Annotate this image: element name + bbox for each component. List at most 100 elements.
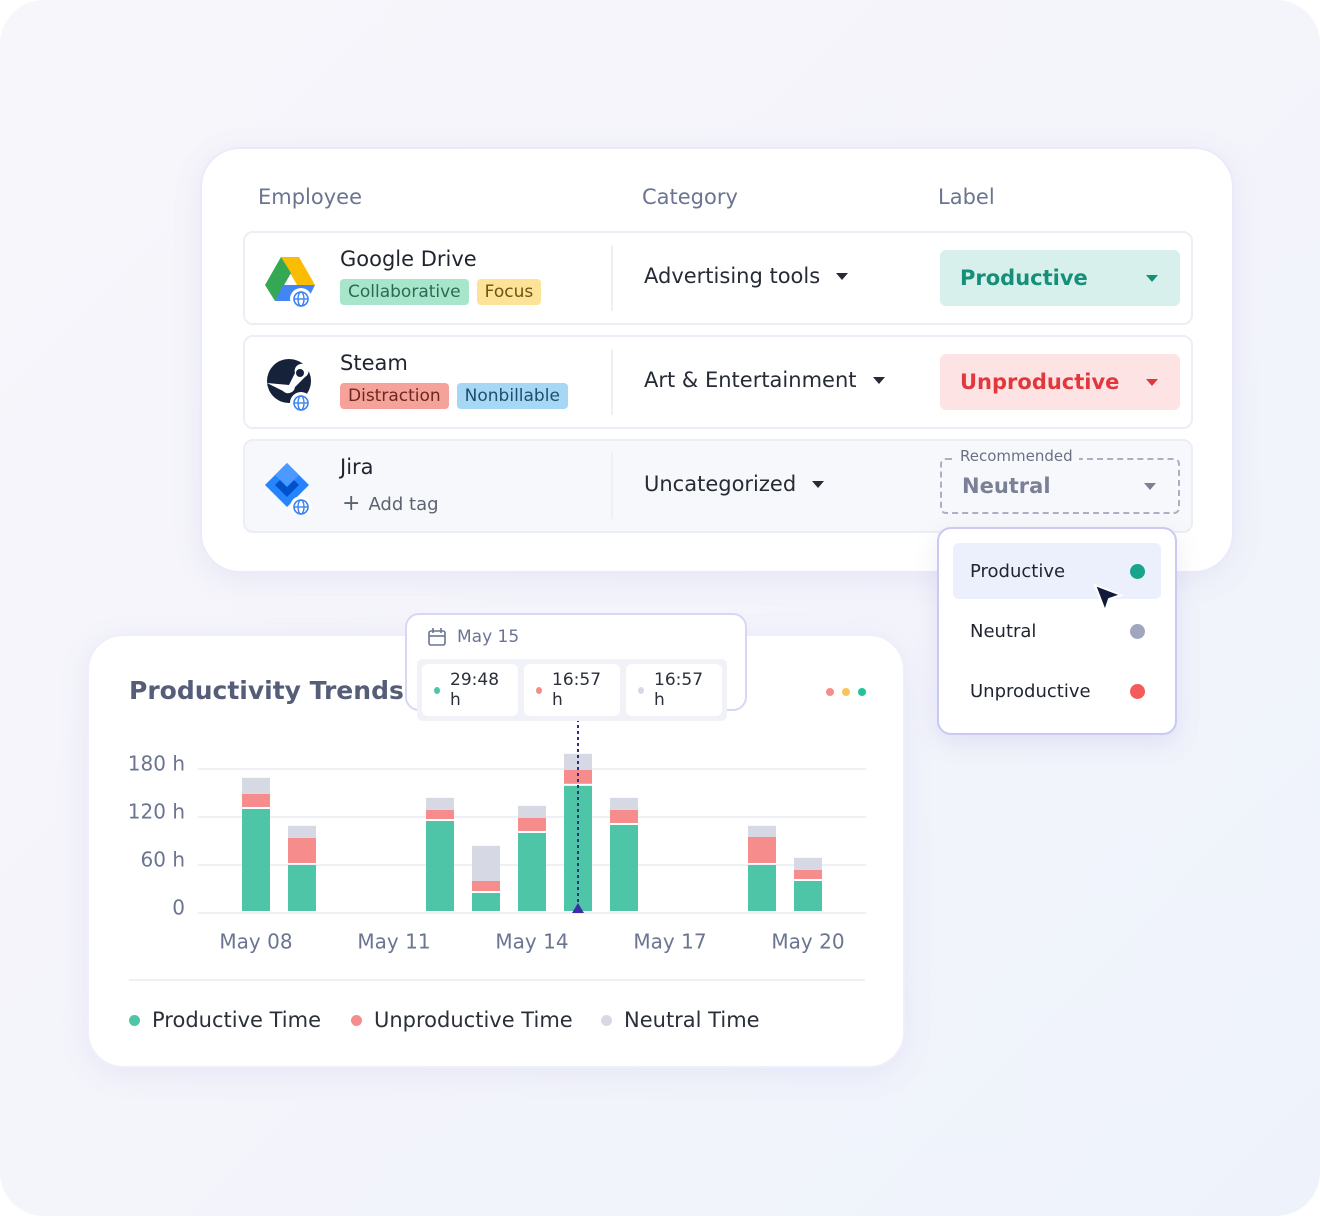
y-tick-label: 180 h [128,752,185,776]
tooltip: May 15 29:48 h 16:57 h 16:57 h [405,613,747,721]
x-tick-label: May 20 [771,930,844,954]
more-dots[interactable] [818,686,868,698]
dropdown-option[interactable]: Neutral [953,603,1161,659]
legend-dot [601,1014,612,1026]
add-tag-text: Add tag [368,494,439,515]
y-tick-label: 0 [172,896,185,920]
bar-segment [794,869,822,879]
tooltip-value: 16:57 h [524,664,620,716]
google-drive-icon [265,257,315,307]
header: Employee [258,185,363,209]
tooltip-date: May 15 [457,627,520,647]
legend-label: Productive Time [152,1008,321,1032]
x-tick-label: May 17 [633,930,706,954]
y-tick-label: 60 h [141,848,185,872]
tooltip-text: 16:57 h [654,670,704,710]
steam-icon [267,359,312,411]
bar-segment [610,809,638,823]
option-text: Neutral [970,620,1037,642]
chart: 0 60 h 120 h 180 h May 08 May 11 May 14 May 17 M… [128,713,866,954]
hover-marker [572,903,584,913]
bar-segment [564,785,592,911]
tooltip-value: 29:48 h [422,664,518,716]
category: Art & Entertainment [644,368,857,392]
bar-segment [242,809,270,911]
cursor [1093,583,1124,614]
category: Uncategorized [644,472,797,496]
bar-segment [472,845,500,881]
label: Productive [960,266,1088,290]
bar-segment [426,797,454,810]
add-tag[interactable]: + Add tag [342,491,439,516]
bar-segment [794,857,822,870]
bar-segment [564,769,592,784]
label: Neutral [962,474,1051,498]
dropdown-option[interactable]: Productive [953,543,1161,599]
tag[interactable]: Distraction [340,383,449,409]
dropdown-option[interactable]: Unproductive [953,663,1161,719]
header: Label [938,185,995,209]
table-row[interactable]: Steam Distraction Nonbillable Art & Ente… [243,335,1193,429]
app-name: Jira [340,455,374,479]
bar-segment [748,825,776,837]
tag[interactable]: Nonbillable [456,383,568,409]
category-select[interactable]: Art & Entertainment [644,368,885,392]
category-select[interactable]: Advertising tools [644,264,849,288]
x-tick-label: May 11 [357,930,430,954]
legend-item: Neutral Time [601,1008,760,1032]
tooltip-text: 16:57 h [552,670,602,710]
bar-segment [748,837,776,863]
separator [611,349,613,415]
tag[interactable]: Collaborative [340,279,469,305]
bar-segment [518,817,546,831]
tooltip-value: 16:57 h [626,664,722,716]
legend-dot [638,686,645,694]
legend-label: Neutral Time [624,1008,760,1032]
tooltip-text: 29:48 h [450,670,500,710]
bar-segment [610,825,638,911]
bar-segment [288,825,316,838]
legend-label: Unproductive Time [374,1008,573,1032]
bar-segment [426,809,454,819]
category: Advertising tools [644,264,821,288]
legend-item: Unproductive Time [351,1008,573,1032]
divider [129,979,865,981]
category-select[interactable]: Uncategorized [644,472,825,496]
bar-segment [748,865,776,911]
bar-segment [288,865,316,911]
header: Category [642,185,738,209]
x-tick-label: May 08 [219,930,292,954]
legend-dot [434,686,441,694]
calendar-icon [428,628,446,646]
separator [611,245,613,311]
label-dropdown: Productive Neutral Unproductive [937,527,1177,735]
separator [611,453,613,519]
legend-dot [351,1014,362,1026]
app-name: Steam [340,351,408,375]
label-select[interactable]: Productive [940,250,1180,306]
table-row[interactable]: Jira + Add tag Uncategorized Recommended … [243,439,1193,533]
bar-segment [242,777,270,794]
option-text: Unproductive [970,680,1091,702]
app-name: Google Drive [340,247,477,271]
bar-segment [472,893,500,911]
table-row[interactable]: Google Drive Collaborative Focus Adverti… [243,231,1193,325]
label-select[interactable]: Recommended Neutral [940,447,1180,514]
bar-segment [472,881,500,891]
bar-segment [610,797,638,810]
label: Unproductive [960,370,1120,394]
bar-segment [794,881,822,911]
bar-segment [288,837,316,863]
recommended: Recommended [954,447,1079,465]
tag[interactable]: Focus [476,279,542,305]
bar-segment [426,821,454,911]
table-card: Employee Category Label Google Drive Col… [200,147,1234,573]
bar-segment [518,805,546,818]
bar-segment [242,793,270,807]
legend-dot [129,1014,140,1026]
legend-item: Productive Time [129,1008,321,1032]
jira-icon [265,463,312,515]
chart-title: Productivity Trends [129,676,404,705]
label-select[interactable]: Unproductive [940,354,1180,410]
